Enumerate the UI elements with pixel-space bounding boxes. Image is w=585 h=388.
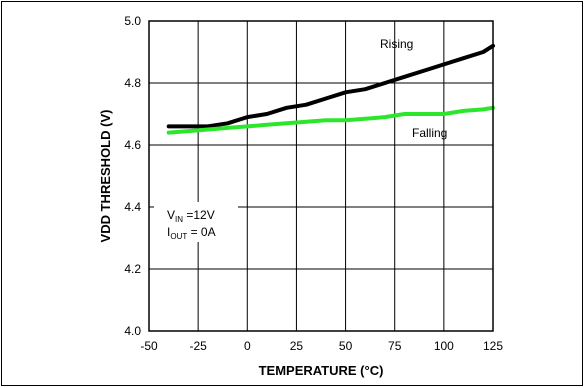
- iout-symbol: I: [167, 225, 170, 239]
- vertical-gridlines: [148, 21, 494, 331]
- x-tick-labels: -50 -25 0 25 50 75 100 125: [140, 339, 503, 353]
- x-tick-label: -50: [140, 339, 158, 353]
- series-label-falling: Falling: [412, 126, 447, 140]
- y-tick-label: 5.0: [124, 14, 141, 28]
- series-label-rising: Rising: [380, 37, 413, 51]
- y-tick-labels: 4.0 4.2 4.4 4.6 4.8 5.0: [124, 14, 141, 338]
- x-axis-title: TEMPERATURE (°C): [259, 363, 384, 378]
- iout-annotation: IOUT = 0A: [167, 225, 216, 241]
- x-tick-label: 125: [483, 339, 503, 353]
- vin-annotation: VIN =12V: [167, 208, 215, 224]
- y-tick-label: 4.0: [124, 324, 141, 338]
- y-tick-label: 4.4: [124, 200, 141, 214]
- plot-area-border: [148, 20, 494, 332]
- y-tick-label: 4.8: [124, 76, 141, 90]
- series-line-rising: [166, 43, 495, 129]
- vin-subscript: IN: [175, 215, 183, 224]
- x-tick-label: 100: [434, 339, 454, 353]
- x-tick-label: 0: [244, 339, 251, 353]
- x-tick-label: 75: [388, 339, 402, 353]
- plot-area-background: [149, 21, 493, 331]
- x-tick-label: -25: [189, 339, 207, 353]
- series-layer: [166, 43, 495, 135]
- conditions-box-bg: [154, 202, 238, 242]
- x-tick-label: 50: [339, 339, 353, 353]
- series-line-falling: [166, 105, 495, 135]
- y-tick-label: 4.6: [124, 138, 141, 152]
- vin-value: =12V: [183, 208, 215, 222]
- y-axis-title: VDD THRESHOLD (V): [98, 110, 113, 243]
- x-tick-label: 25: [290, 339, 304, 353]
- vin-symbol: V: [167, 208, 175, 222]
- y-tick-label: 4.2: [124, 262, 141, 276]
- iout-subscript: OUT: [170, 232, 187, 241]
- iout-value: = 0A: [187, 225, 215, 239]
